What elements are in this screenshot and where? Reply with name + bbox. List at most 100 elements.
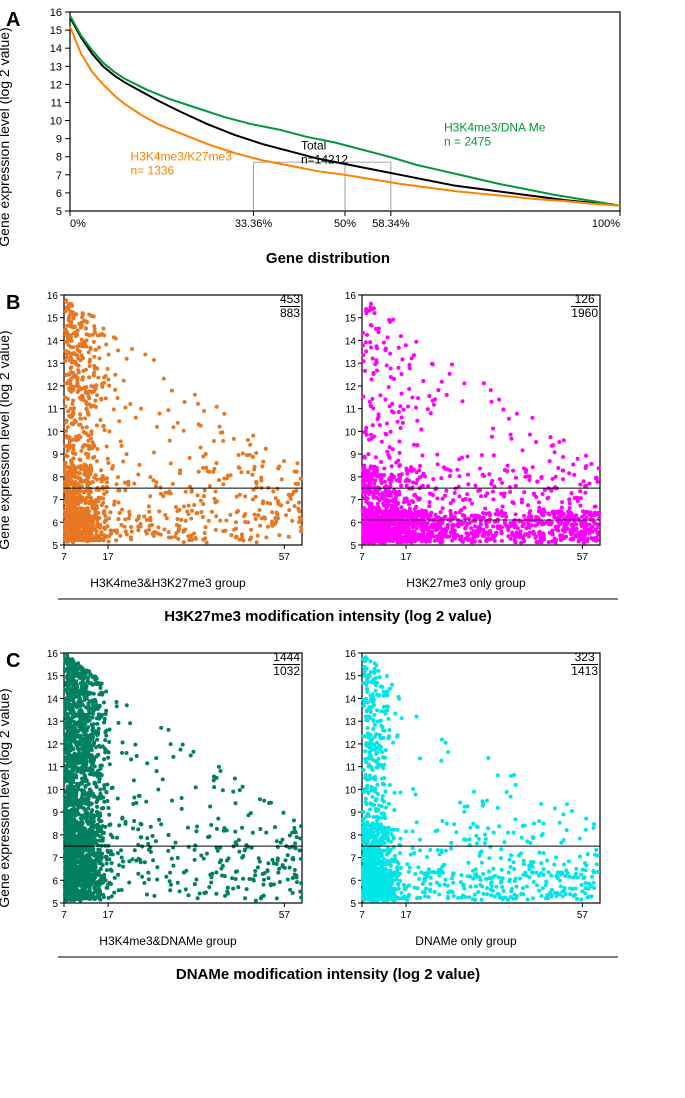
panel-a-svg: 56789101112131415160%33.36%50%58.34%100%… xyxy=(28,6,628,241)
panel-b-plot-2-shell: 1261960 5 6 7 8 9 10 11 12 13 14 15 16 7 17 57 H3K27me… xyxy=(326,289,606,590)
svg-text:11: 11 xyxy=(346,405,357,416)
panel-c-plot-1-shell: Gene expression level (log 2 value) 1444… xyxy=(28,647,308,948)
svg-text:13: 13 xyxy=(47,717,59,728)
panel-b-plot-2-svg: 5 6 7 8 9 10 11 12 13 14 15 16 7 17 57 xyxy=(326,289,606,569)
panel-c-underline xyxy=(28,955,628,961)
svg-text:14: 14 xyxy=(47,336,59,347)
svg-text:11: 11 xyxy=(51,97,62,109)
svg-text:16: 16 xyxy=(47,291,59,302)
frac-bot: 1960 xyxy=(571,306,598,320)
svg-text:6: 6 xyxy=(56,188,62,200)
svg-text:13: 13 xyxy=(47,359,59,370)
panel-c-body: Gene expression level (log 2 value) 1444… xyxy=(28,647,628,983)
svg-text:7: 7 xyxy=(61,910,67,921)
panel-b-plot-1-fraction: 453883 xyxy=(280,293,300,322)
svg-text:9: 9 xyxy=(350,450,356,461)
svg-text:n= 1336: n= 1336 xyxy=(131,163,175,177)
svg-text:100%: 100% xyxy=(592,218,620,230)
svg-text:10: 10 xyxy=(47,785,59,796)
svg-text:16: 16 xyxy=(50,7,62,19)
svg-text:9: 9 xyxy=(52,808,58,819)
svg-text:7: 7 xyxy=(359,552,365,563)
frac-top: 323 xyxy=(571,651,598,664)
svg-text:8: 8 xyxy=(52,831,58,842)
svg-text:12: 12 xyxy=(47,740,59,751)
svg-text:7: 7 xyxy=(52,854,58,865)
svg-text:5: 5 xyxy=(52,541,58,552)
svg-text:50%: 50% xyxy=(334,218,356,230)
panel-c-plot-2-svg: 567891011121314151671757 xyxy=(326,647,606,927)
svg-text:15: 15 xyxy=(345,314,357,325)
svg-text:57: 57 xyxy=(279,910,291,921)
svg-text:10: 10 xyxy=(345,427,357,438)
svg-text:7: 7 xyxy=(61,552,67,563)
svg-text:7: 7 xyxy=(56,170,62,182)
svg-text:10: 10 xyxy=(50,116,62,128)
svg-text:6: 6 xyxy=(52,518,58,529)
svg-text:9: 9 xyxy=(52,450,58,461)
panel-c-plot-1-fraction: 14441032 xyxy=(273,651,300,680)
svg-text:7: 7 xyxy=(52,496,58,507)
panel-c-plot-2-fraction: 3231413 xyxy=(571,651,598,680)
svg-text:14: 14 xyxy=(47,694,59,705)
panel-c-plot-1-sublabel: H3K4me3&DNAMe group xyxy=(28,932,308,948)
svg-text:5: 5 xyxy=(56,206,62,218)
panel-b-plot-1-shell: Gene expression level (log 2 value) 4538… xyxy=(28,289,308,590)
svg-text:14: 14 xyxy=(345,336,357,347)
panel-a-plot-shell: Gene expression level (log 2 value) 5678… xyxy=(28,6,628,267)
svg-text:15: 15 xyxy=(50,25,62,37)
panel-b-label: B xyxy=(6,289,28,313)
panel-b-body: Gene expression level (log 2 value) 4538… xyxy=(28,289,628,625)
svg-text:10: 10 xyxy=(47,427,59,438)
svg-text:9: 9 xyxy=(56,134,62,146)
svg-text:6: 6 xyxy=(350,518,356,529)
svg-text:12: 12 xyxy=(50,79,62,91)
panel-b-ylabel: Gene expression level (log 2 value) xyxy=(0,330,12,549)
frac-top: 1444 xyxy=(273,651,300,664)
frac-bot: 1413 xyxy=(571,664,598,678)
svg-text:13: 13 xyxy=(345,359,357,370)
panel-c-ylabel: Gene expression level (log 2 value) xyxy=(0,688,12,907)
panel-b-plot-1-sublabel: H3K4me3&H3K27me3 group xyxy=(28,574,308,590)
svg-text:16: 16 xyxy=(345,291,357,302)
svg-text:57: 57 xyxy=(279,552,291,563)
svg-text:5: 5 xyxy=(350,541,356,552)
svg-text:16: 16 xyxy=(47,649,59,660)
svg-text:13: 13 xyxy=(50,61,62,73)
panel-a: A Gene expression level (log 2 value) 56… xyxy=(6,6,679,267)
frac-bot: 883 xyxy=(280,306,300,320)
svg-text:57: 57 xyxy=(577,552,589,563)
svg-text:H3K4me3/DNA Me: H3K4me3/DNA Me xyxy=(444,120,546,134)
svg-text:n=14212: n=14212 xyxy=(301,152,348,166)
frac-top: 126 xyxy=(571,293,598,306)
svg-text:12: 12 xyxy=(345,382,357,393)
frac-top: 453 xyxy=(280,293,300,306)
panel-c-label: C xyxy=(6,647,28,671)
svg-text:15: 15 xyxy=(47,672,59,683)
svg-text:17: 17 xyxy=(103,552,115,563)
svg-text:8: 8 xyxy=(56,152,62,164)
svg-text:n = 2475: n = 2475 xyxy=(444,134,491,148)
svg-text:8: 8 xyxy=(350,473,356,484)
panel-c-plot-2-sublabel: DNAMe only group xyxy=(326,932,606,948)
figure-root: A Gene expression level (log 2 value) 56… xyxy=(0,0,685,1003)
panel-c: C Gene expression level (log 2 value) 14… xyxy=(6,647,679,983)
frac-bot: 1032 xyxy=(273,664,300,678)
svg-text:H3K4me3/K27me3: H3K4me3/K27me3 xyxy=(131,149,233,163)
svg-text:7: 7 xyxy=(350,496,356,507)
svg-text:58.34%: 58.34% xyxy=(372,218,410,230)
svg-text:11: 11 xyxy=(48,405,59,416)
panel-a-ylabel: Gene expression level (log 2 value) xyxy=(0,27,12,246)
svg-text:6: 6 xyxy=(52,876,58,887)
svg-text:0%: 0% xyxy=(70,218,86,230)
svg-text:17: 17 xyxy=(401,552,413,563)
panel-b-shared-xlabel: H3K27me3 modification intensity (log 2 v… xyxy=(28,608,628,625)
panel-b-plot-2-sublabel: H3K27me3 only group xyxy=(326,574,606,590)
svg-text:8: 8 xyxy=(52,473,58,484)
panel-c-plot-1-svg: 567891011121314151671757 xyxy=(28,647,308,927)
svg-text:14: 14 xyxy=(50,43,62,55)
panel-b-plot-2-fraction: 1261960 xyxy=(571,293,598,322)
panel-b-underline xyxy=(28,597,628,603)
svg-text:5: 5 xyxy=(52,899,58,910)
panel-c-shared-xlabel: DNAMe modification intensity (log 2 valu… xyxy=(28,966,628,983)
